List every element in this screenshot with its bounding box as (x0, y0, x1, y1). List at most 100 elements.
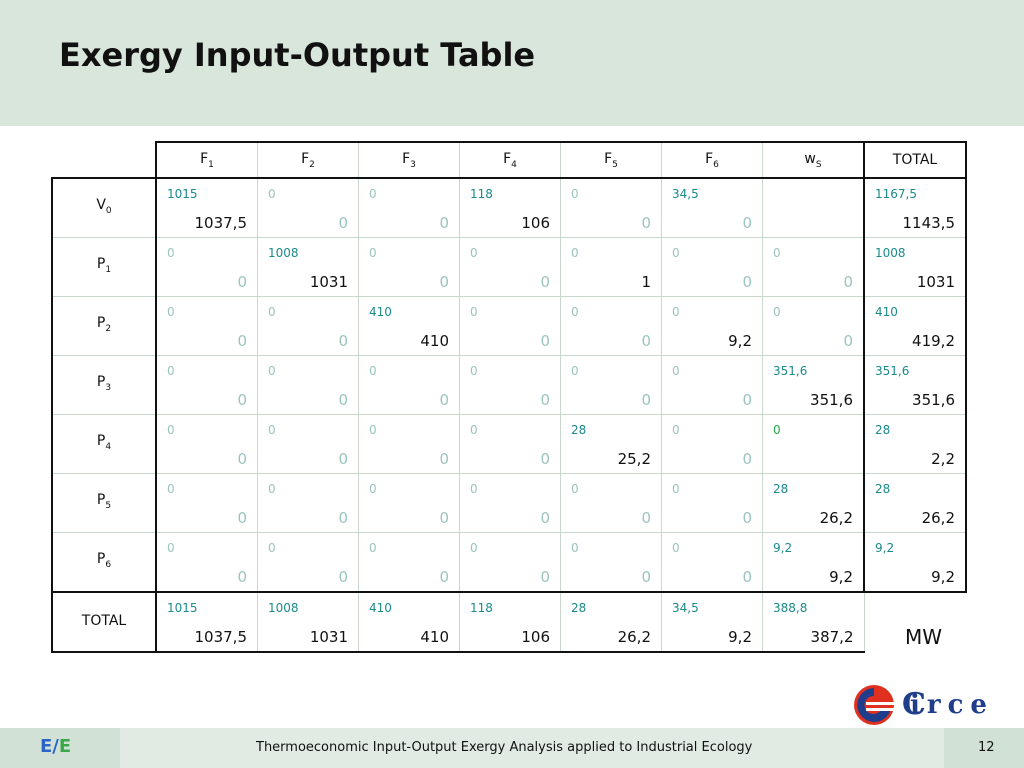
cell-allocation-value: 0 (167, 364, 175, 378)
cell-allocation-value: 0 (167, 423, 175, 437)
cell-allocation-value: 0 (470, 541, 478, 555)
cell-exergy-value: 0 (237, 568, 247, 586)
svg-text:C: C (902, 687, 926, 722)
cell-allocation-value: 351,6 (773, 364, 808, 378)
cell-allocation-value: 0 (773, 246, 781, 260)
cell-exergy-value: 0 (540, 332, 550, 350)
cell-exergy-value: 1031 (309, 273, 348, 291)
total-row: TOTAL 1015 1037,5 1008 1031 410 410 118 106 28 26,… (51, 591, 966, 653)
cell-allocation-value: 0 (369, 187, 377, 201)
cell-p2-col6: 0 9,2 (661, 296, 763, 356)
cell-allocation-value: 0 (369, 482, 377, 496)
cell-exergy-value: 106 (521, 214, 550, 232)
row-header-p1: P1 (51, 237, 157, 297)
cell-exergy-value: 1031 (309, 628, 348, 646)
cell-allocation-value: 28 (875, 482, 891, 496)
ee-logo: E/E (40, 736, 72, 757)
row-header-p5: P5 (51, 473, 157, 533)
cell-p1-col2: 1008 1031 (257, 237, 359, 297)
cell-p4-col7: 0 (762, 414, 865, 474)
cell-allocation-value: 410 (875, 305, 898, 319)
cell-allocation-value: 410 (369, 601, 392, 615)
column-header-ws: wS (762, 141, 865, 179)
cell-exergy-value: 0 (439, 391, 449, 409)
cell-exergy-value: 0 (742, 568, 752, 586)
cell-exergy-value: 0 (338, 332, 348, 350)
cell-allocation-value: 0 (672, 305, 680, 319)
cell-total-col7: 388,8 387,2 (762, 591, 865, 653)
cell-p6-col8: 9,2 9,2 (863, 532, 967, 593)
cell-exergy-value: 1143,5 (902, 214, 956, 232)
footer-bar: E/E Thermoeconomic Input-Output Exergy A… (0, 728, 1024, 768)
cell-exergy-value: 1031 (916, 273, 955, 291)
cell-allocation-value: 0 (773, 423, 781, 437)
cell-v0-col8: 1167,5 1143,5 (863, 177, 967, 238)
column-header-row: F1 F2 F3 F4 F5 F6 wS TOTAL (52, 141, 967, 179)
logo-wordmark: irce (910, 690, 994, 720)
cell-allocation-value: 0 (268, 423, 276, 437)
cell-allocation-value: 0 (167, 541, 175, 555)
cell-exergy-value: 0 (338, 214, 348, 232)
cell-exergy-value: 106 (521, 628, 550, 646)
cell-exergy-value: 387,2 (810, 628, 854, 646)
cell-p5-col8: 28 26,2 (863, 473, 967, 533)
cell-exergy-value: 0 (540, 568, 550, 586)
cell-allocation-value: 34,5 (672, 601, 699, 615)
table-row: P6 0 0 0 0 0 0 0 0 0 0 0 0 9,2 9,2 9,2 9,2 (51, 532, 967, 593)
exergy-io-table: F1 F2 F3 F4 F5 F6 wS TOTAL V0 1015 1037,5 0… (51, 141, 967, 653)
cell-exergy-value: 0 (237, 332, 247, 350)
circe-logo: C (854, 685, 926, 725)
cell-allocation-value: 0 (369, 246, 377, 260)
cell-allocation-value: 9,2 (773, 541, 793, 555)
cell-allocation-value: 28 (571, 423, 587, 437)
cell-exergy-value: 0 (439, 509, 449, 527)
column-header-f2: F2 (257, 141, 359, 179)
cell-allocation-value: 0 (672, 541, 680, 555)
cell-allocation-value: 0 (167, 305, 175, 319)
table-row: P1 0 0 1008 1031 0 0 0 0 0 1 0 0 0 0 1008 1031 (51, 237, 967, 297)
cell-exergy-value: 0 (540, 391, 550, 409)
cell-allocation-value: 0 (470, 246, 478, 260)
cell-allocation-value: 0 (571, 364, 579, 378)
cell-allocation-value: 0 (672, 246, 680, 260)
cell-allocation-value: 0 (571, 246, 579, 260)
cell-exergy-value: 410 (420, 332, 449, 350)
cell-exergy-value: 26,2 (921, 509, 955, 527)
cell-exergy-value: 2,2 (931, 450, 955, 468)
table-row: P3 0 0 0 0 0 0 0 0 0 0 0 0 351,6 351,6 351,6 351,6 (51, 355, 967, 415)
footer-right-panel: 12 (944, 728, 1024, 768)
unit-label: MW (905, 625, 943, 649)
cell-exergy-value: 1037,5 (194, 628, 248, 646)
cell-v0-col4: 118 106 (459, 177, 561, 238)
cell-allocation-value: 0 (773, 305, 781, 319)
cell-allocation-value: 0 (672, 423, 680, 437)
cell-exergy-value: 0 (237, 509, 247, 527)
cell-total-col6: 34,5 9,2 (661, 591, 763, 653)
cell-exergy-value: 0 (540, 509, 550, 527)
footer-text: Thermoeconomic Input-Output Exergy Analy… (256, 740, 753, 755)
cell-total-col4: 118 106 (459, 591, 561, 653)
cell-exergy-value: 0 (237, 391, 247, 409)
cell-total-col1: 1015 1037,5 (155, 591, 258, 653)
cell-total-col3: 410 410 (358, 591, 460, 653)
